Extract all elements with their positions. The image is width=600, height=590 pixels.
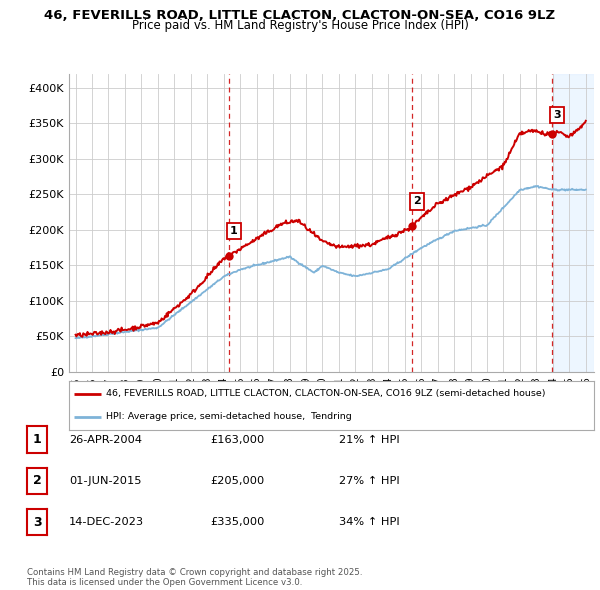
Text: 1: 1 — [230, 226, 238, 236]
Text: 46, FEVERILLS ROAD, LITTLE CLACTON, CLACTON-ON-SEA, CO16 9LZ: 46, FEVERILLS ROAD, LITTLE CLACTON, CLAC… — [44, 9, 556, 22]
Text: 3: 3 — [33, 516, 41, 529]
Text: 2: 2 — [413, 196, 421, 206]
Text: £335,000: £335,000 — [210, 517, 265, 527]
Text: 1: 1 — [33, 433, 41, 446]
Text: 01-JUN-2015: 01-JUN-2015 — [69, 476, 142, 486]
Text: Contains HM Land Registry data © Crown copyright and database right 2025.
This d: Contains HM Land Registry data © Crown c… — [27, 568, 362, 587]
Text: 27% ↑ HPI: 27% ↑ HPI — [339, 476, 400, 486]
Text: £205,000: £205,000 — [210, 476, 264, 486]
Text: £163,000: £163,000 — [210, 435, 264, 444]
Text: 3: 3 — [553, 110, 561, 120]
Text: 21% ↑ HPI: 21% ↑ HPI — [339, 435, 400, 444]
Text: 46, FEVERILLS ROAD, LITTLE CLACTON, CLACTON-ON-SEA, CO16 9LZ (semi-detached hous: 46, FEVERILLS ROAD, LITTLE CLACTON, CLAC… — [106, 389, 545, 398]
Text: 14-DEC-2023: 14-DEC-2023 — [69, 517, 144, 527]
Bar — [553, 74, 594, 372]
Text: Price paid vs. HM Land Registry's House Price Index (HPI): Price paid vs. HM Land Registry's House … — [131, 19, 469, 32]
Text: 2: 2 — [33, 474, 41, 487]
Text: HPI: Average price, semi-detached house,  Tendring: HPI: Average price, semi-detached house,… — [106, 412, 352, 421]
Text: 34% ↑ HPI: 34% ↑ HPI — [339, 517, 400, 527]
Text: 26-APR-2004: 26-APR-2004 — [69, 435, 142, 444]
